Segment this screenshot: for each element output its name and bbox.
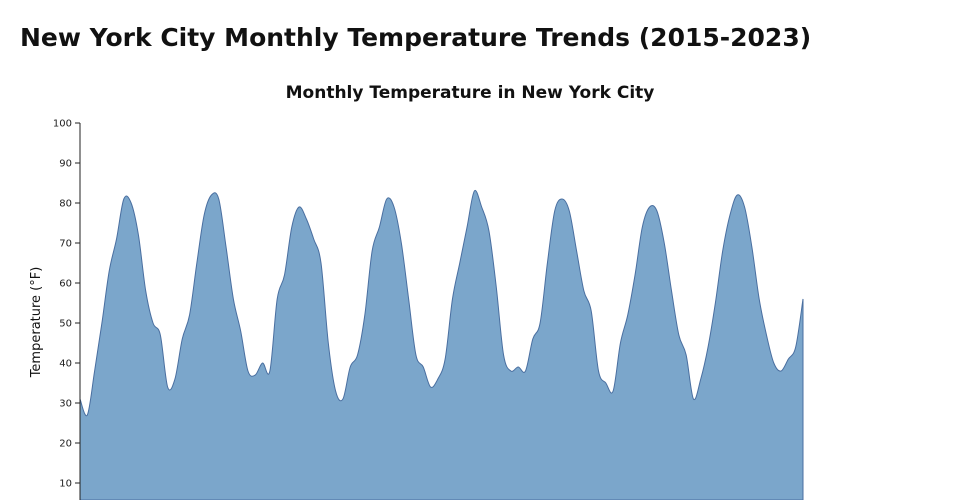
y-tick-label: 40	[59, 359, 72, 370]
y-tick-label: 60	[59, 279, 72, 290]
y-tick-label: 90	[59, 159, 72, 170]
y-tick-label: 20	[59, 439, 72, 450]
temperature-area	[79, 189, 804, 500]
y-tick-label: 100	[53, 119, 72, 130]
chart-title: Monthly Temperature in New York City	[286, 83, 655, 103]
y-axis-label: Temperature (°F)	[29, 267, 44, 379]
y-tick-label: 70	[59, 239, 72, 250]
y-tick-label: 80	[59, 199, 72, 210]
y-tick-label: 50	[59, 319, 72, 330]
page-title: New York City Monthly Temperature Trends…	[20, 23, 812, 52]
y-tick-label: 10	[59, 479, 72, 490]
y-tick-label: 30	[59, 399, 72, 410]
